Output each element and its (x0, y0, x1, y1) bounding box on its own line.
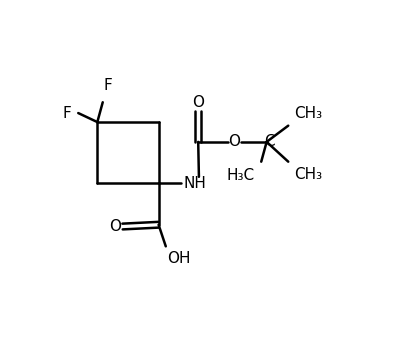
Text: NH: NH (183, 176, 206, 191)
Text: O: O (228, 134, 240, 150)
Text: H₃C: H₃C (226, 167, 254, 183)
Text: OH: OH (167, 252, 190, 266)
Text: F: F (62, 106, 71, 121)
Text: O: O (109, 219, 121, 234)
Text: CH₃: CH₃ (294, 167, 322, 182)
Text: O: O (192, 95, 204, 110)
Text: F: F (104, 78, 112, 93)
Text: C: C (264, 134, 274, 150)
Text: CH₃: CH₃ (294, 106, 322, 121)
